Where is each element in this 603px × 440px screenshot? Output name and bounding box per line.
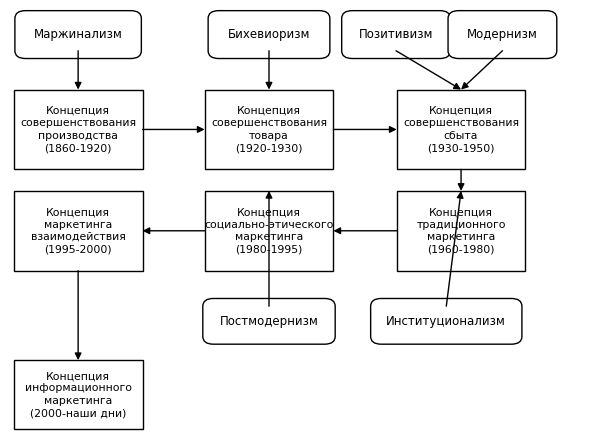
Text: Бихевиоризм: Бихевиоризм (228, 28, 311, 41)
Text: Концепция
информационного
маркетинга
(2000-наши дни): Концепция информационного маркетинга (20… (25, 371, 131, 418)
Text: Институционализм: Институционализм (387, 315, 506, 328)
FancyBboxPatch shape (203, 298, 335, 344)
FancyBboxPatch shape (397, 90, 525, 169)
Text: Маржинализм: Маржинализм (34, 28, 122, 41)
FancyBboxPatch shape (448, 11, 557, 59)
FancyBboxPatch shape (204, 90, 333, 169)
FancyBboxPatch shape (14, 360, 142, 429)
Text: Позитивизм: Позитивизм (359, 28, 434, 41)
FancyBboxPatch shape (14, 90, 142, 169)
FancyBboxPatch shape (15, 11, 141, 59)
Text: Концепция
социально-этического
маркетинга
(1980-1995): Концепция социально-этического маркетинг… (204, 207, 333, 254)
FancyBboxPatch shape (204, 191, 333, 271)
Text: Концепция
традиционного
маркетинга
(1960-1980): Концепция традиционного маркетинга (1960… (416, 207, 506, 254)
FancyBboxPatch shape (397, 191, 525, 271)
Text: Концепция
совершенствования
товара
(1920-1930): Концепция совершенствования товара (1920… (211, 106, 327, 153)
Text: Концепция
совершенствования
производства
(1860-1920): Концепция совершенствования производства… (20, 106, 136, 153)
Text: Концепция
маркетинга
взаимодействия
(1995-2000): Концепция маркетинга взаимодействия (199… (31, 207, 125, 254)
Text: Концепция
совершенствования
сбыта
(1930-1950): Концепция совершенствования сбыта (1930-… (403, 106, 519, 153)
Text: Модернизм: Модернизм (467, 28, 538, 41)
FancyBboxPatch shape (371, 298, 522, 344)
FancyBboxPatch shape (342, 11, 450, 59)
Text: Постмодернизм: Постмодернизм (219, 315, 318, 328)
FancyBboxPatch shape (208, 11, 330, 59)
FancyBboxPatch shape (14, 191, 142, 271)
